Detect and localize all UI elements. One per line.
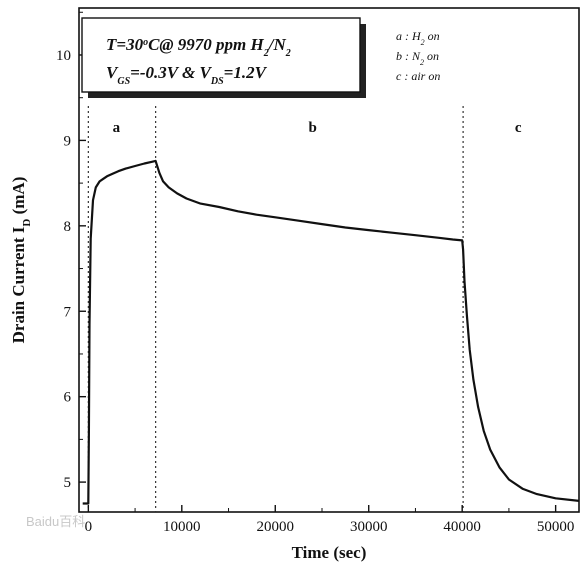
event-lines (87, 106, 464, 512)
legend-entry-c: c : air on (396, 69, 440, 83)
x-tick-label-0: 0 (85, 519, 93, 535)
y-tick-label-0: 5 (64, 475, 72, 491)
legend-entry-b: b : N2 on (396, 49, 439, 67)
legend-entry-a: a : H2 on (396, 29, 440, 47)
x-tick-label-2: 20000 (257, 519, 295, 535)
drain-current-series-line (82, 159, 580, 505)
y-tick-label-3: 8 (64, 219, 72, 235)
info-box-line-temperature: T=30oC@ 9970 ppm H2/N2 (106, 35, 291, 59)
x-axis-ticks: 0 10000 20000 30000 40000 50000 (85, 505, 575, 535)
x-tick-label-4: 40000 (443, 519, 481, 535)
y-tick-label-1: 6 (64, 390, 72, 406)
region-labels: a b c (113, 120, 522, 136)
condition-info-box: T=30oC@ 9970 ppm H2/N2 VGS=-0.3V & VDS=1… (81, 17, 366, 98)
y-tick-label-4: 9 (64, 133, 72, 149)
gas-legend: a : H2 on b : N2 on c : air on (396, 29, 440, 83)
info-box-line-bias: VGS=-0.3V & VDS=1.2V (106, 63, 268, 87)
plot-frame (78, 7, 580, 513)
y-axis-title: Drain Current ID (mA) (9, 177, 33, 344)
info-box-frame (81, 17, 361, 93)
y-axis-ticks: 5 6 7 8 9 10 (56, 11, 86, 491)
region-label-b: b (308, 120, 316, 136)
y-tick-label-2: 7 (64, 304, 72, 320)
region-label-c: c (515, 120, 522, 136)
x-tick-label-1: 10000 (163, 519, 201, 535)
region-label-a: a (113, 120, 121, 136)
y-tick-label-5: 10 (56, 48, 71, 64)
watermark-text: Baidu百科 (26, 514, 85, 529)
x-tick-label-5: 50000 (537, 519, 575, 535)
x-axis-title: Time (sec) (292, 543, 367, 562)
x-tick-label-3: 30000 (350, 519, 388, 535)
